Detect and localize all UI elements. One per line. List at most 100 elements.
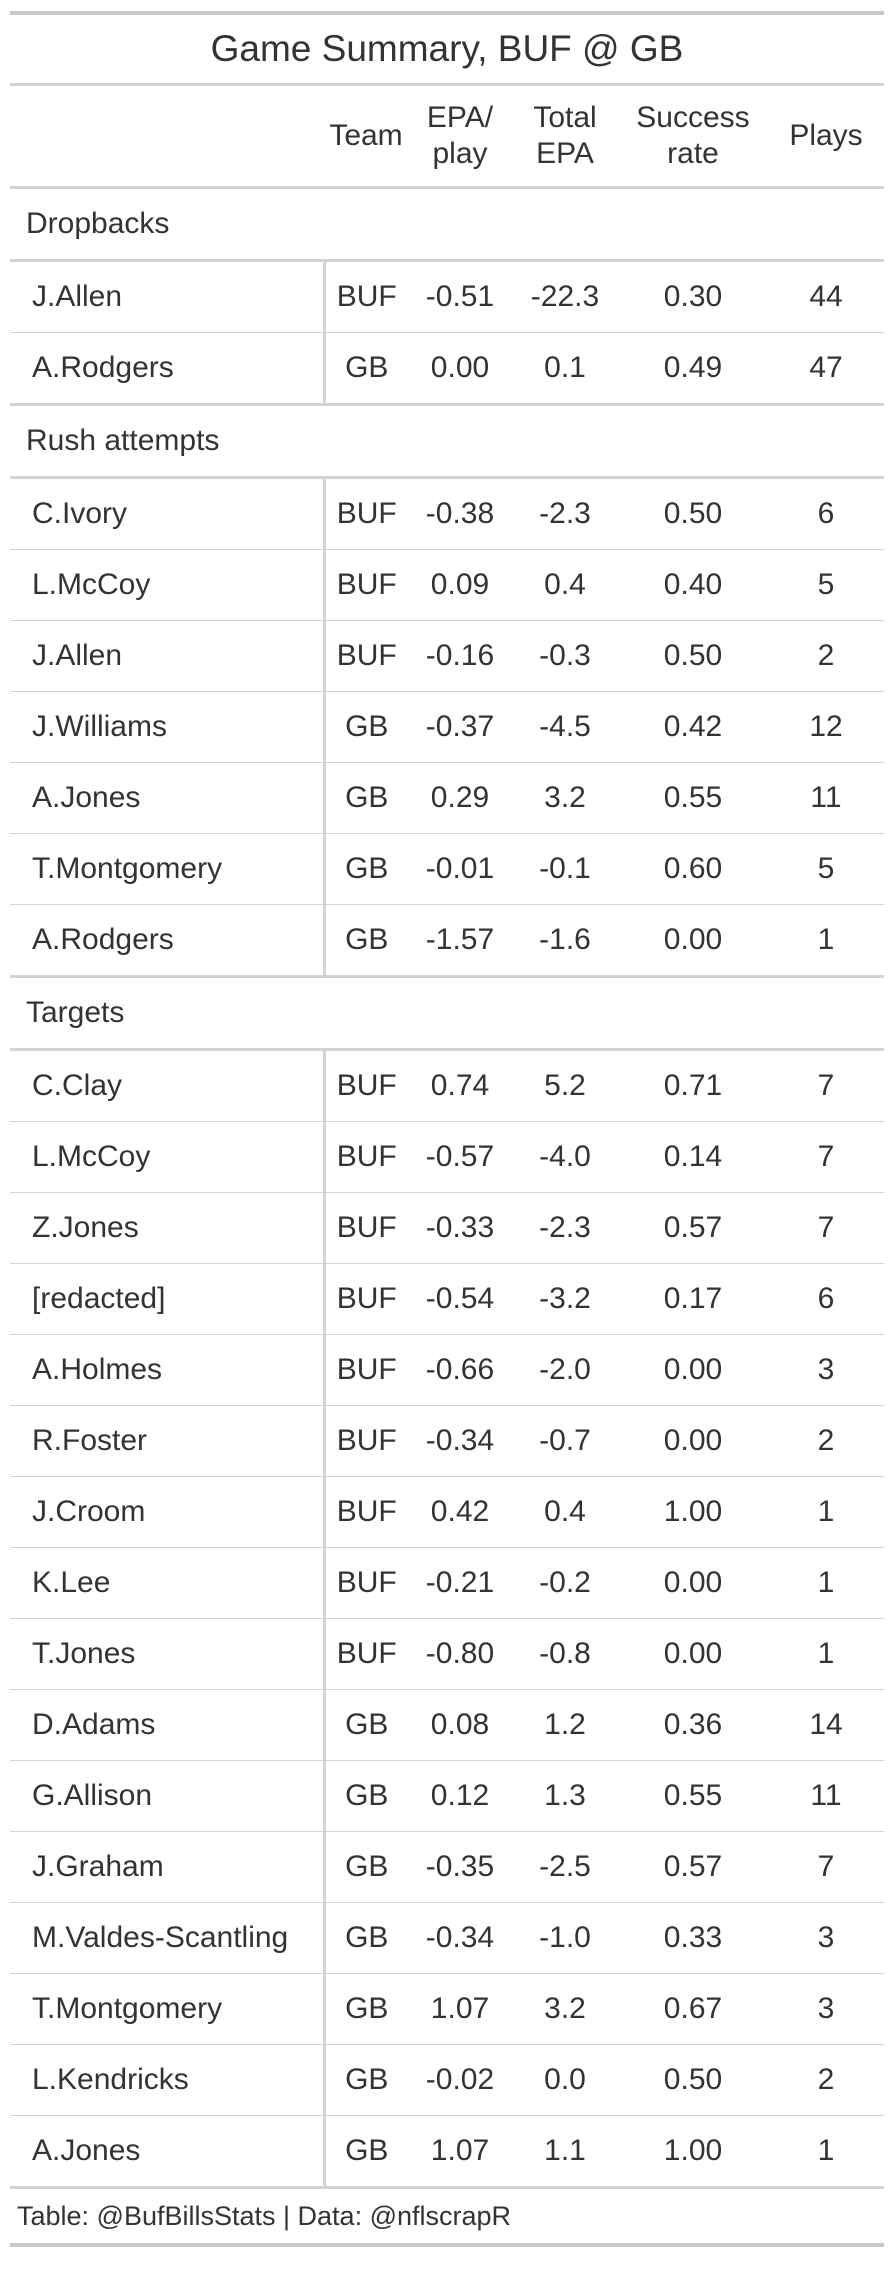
cell-total-epa: -0.3 [512,620,618,692]
cell-epa-per-play: -0.34 [408,1902,512,1974]
cell-total-epa: 0.0 [512,2044,618,2116]
cell-success-rate: 1.00 [618,1476,768,1548]
cell-plays: 2 [768,620,884,692]
cell-player: C.Ivory [10,477,326,550]
cell-epa-per-play: -0.51 [408,260,512,333]
cell-epa-per-play: -0.80 [408,1618,512,1690]
cell-success-rate: 0.57 [618,1831,768,1903]
table-title: Game Summary, BUF @ GB [10,11,884,86]
cell-success-rate: 0.36 [618,1689,768,1761]
cell-player: D.Adams [10,1689,326,1761]
cell-team: BUF [324,1263,408,1335]
cell-success-rate: 0.55 [618,1760,768,1832]
cell-player: J.Graham [10,1831,326,1903]
cell-team: GB [324,1760,408,1832]
cell-success-rate: 0.60 [618,833,768,905]
column-header-team: Team [324,86,408,189]
cell-total-epa: -4.0 [512,1121,618,1193]
table-row: J.Allen BUF -0.16 -0.3 0.50 2 [10,620,884,692]
cell-total-epa: 1.1 [512,2115,618,2189]
cell-total-epa: -2.0 [512,1334,618,1406]
cell-team: BUF [324,549,408,621]
table-row: Z.Jones BUF -0.33 -2.3 0.57 7 [10,1192,884,1264]
cell-player: Z.Jones [10,1192,326,1264]
cell-team: BUF [324,1121,408,1193]
summary-table: Team EPA/ play Total EPA Success rate Plays … [10,86,884,2189]
cell-team: GB [324,833,408,905]
cell-player: R.Foster [10,1405,326,1477]
cell-total-epa: -3.2 [512,1263,618,1335]
cell-plays: 11 [768,762,884,834]
cell-success-rate: 0.00 [618,1547,768,1619]
column-header-epa-per-play: EPA/ play [408,86,512,189]
cell-epa-per-play: -0.21 [408,1547,512,1619]
table-row: J.Graham GB -0.35 -2.5 0.57 7 [10,1831,884,1903]
cell-player: A.Jones [10,762,326,834]
column-header-success-rate: Success rate [618,86,768,189]
cell-success-rate: 0.30 [618,260,768,333]
cell-team: BUF [324,260,408,333]
table-row: T.Jones BUF -0.80 -0.8 0.00 1 [10,1618,884,1690]
group-row: Targets [10,976,884,1051]
cell-plays: 11 [768,1760,884,1832]
cell-player: L.McCoy [10,1121,326,1193]
table-row: A.Jones GB 0.29 3.2 0.55 11 [10,762,884,834]
table-row: A.Jones GB 1.07 1.1 1.00 1 [10,2115,884,2189]
cell-plays: 2 [768,1405,884,1477]
cell-player: A.Holmes [10,1334,326,1406]
cell-team: GB [324,691,408,763]
cell-plays: 7 [768,1831,884,1903]
cell-total-epa: 0.4 [512,549,618,621]
cell-team: BUF [324,1476,408,1548]
table-row: J.Allen BUF -0.51 -22.3 0.30 44 [10,260,884,333]
cell-player: C.Clay [10,1049,326,1122]
cell-total-epa: -1.0 [512,1902,618,1974]
table-row: A.Rodgers GB 0.00 0.1 0.49 47 [10,332,884,406]
group-label: Rush attempts [10,404,884,479]
cell-total-epa: 1.3 [512,1760,618,1832]
table-row: K.Lee BUF -0.21 -0.2 0.00 1 [10,1547,884,1619]
cell-player: T.Montgomery [10,833,326,905]
cell-plays: 2 [768,2044,884,2116]
cell-total-epa: 1.2 [512,1689,618,1761]
table-row: C.Ivory BUF -0.38 -2.3 0.50 6 [10,477,884,550]
cell-total-epa: 3.2 [512,762,618,834]
cell-total-epa: -2.3 [512,1192,618,1264]
cell-epa-per-play: 0.74 [408,1049,512,1122]
cell-total-epa: -1.6 [512,904,618,978]
table-row: D.Adams GB 0.08 1.2 0.36 14 [10,1689,884,1761]
cell-success-rate: 1.00 [618,2115,768,2189]
column-header-player [10,86,324,189]
group-row: Dropbacks [10,187,884,262]
group-label: Targets [10,976,884,1051]
source-note: Table: @BufBillsStats | Data: @nflscrapR [10,2189,884,2247]
cell-team: GB [324,1831,408,1903]
cell-epa-per-play: -0.54 [408,1263,512,1335]
cell-plays: 1 [768,1547,884,1619]
cell-total-epa: -0.8 [512,1618,618,1690]
cell-team: GB [324,2044,408,2116]
table-row: A.Rodgers GB -1.57 -1.6 0.00 1 [10,904,884,978]
cell-player: T.Montgomery [10,1973,326,2045]
table-row: L.McCoy BUF 0.09 0.4 0.40 5 [10,549,884,621]
cell-player: J.Allen [10,260,326,333]
cell-total-epa: 0.1 [512,332,618,406]
cell-epa-per-play: 1.07 [408,1973,512,2045]
cell-plays: 1 [768,2115,884,2189]
cell-player: A.Rodgers [10,904,326,978]
table-row: L.McCoy BUF -0.57 -4.0 0.14 7 [10,1121,884,1193]
cell-player: A.Rodgers [10,332,326,406]
cell-success-rate: 0.40 [618,549,768,621]
cell-player: [redacted] [10,1263,326,1335]
cell-plays: 12 [768,691,884,763]
cell-plays: 44 [768,260,884,333]
cell-team: GB [324,332,408,406]
cell-plays: 1 [768,1618,884,1690]
cell-epa-per-play: -0.57 [408,1121,512,1193]
table-row: M.Valdes-Scantling GB -0.34 -1.0 0.33 3 [10,1902,884,1974]
cell-success-rate: 0.00 [618,904,768,978]
table-row: [redacted] BUF -0.54 -3.2 0.17 6 [10,1263,884,1335]
cell-success-rate: 0.57 [618,1192,768,1264]
cell-epa-per-play: 0.12 [408,1760,512,1832]
cell-success-rate: 0.71 [618,1049,768,1122]
